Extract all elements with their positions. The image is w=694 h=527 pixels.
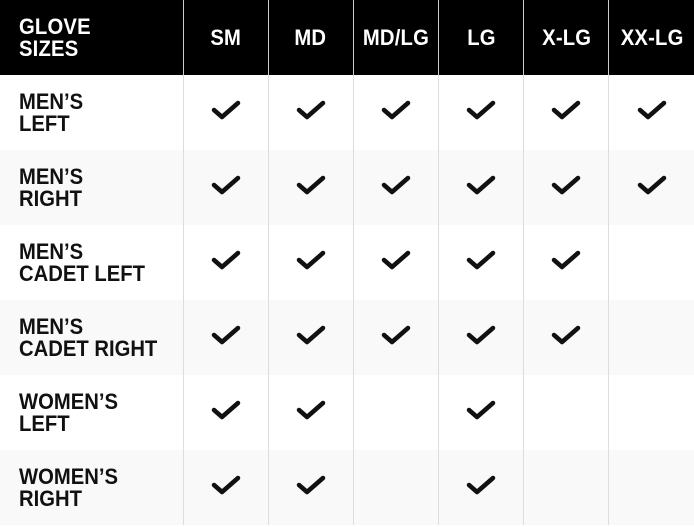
size-header-label: SM (210, 24, 241, 50)
header-title-text: GLOVE SIZES (19, 13, 91, 61)
checkmark-icon (381, 325, 411, 345)
size-header-xlg: X-LG (523, 0, 609, 75)
checkmark-icon (466, 325, 496, 345)
checkmark-icon (466, 175, 496, 195)
row-label: MEN’S CADET LEFT (0, 225, 183, 300)
size-cell (267, 450, 354, 525)
size-header-lg: LG (437, 0, 524, 75)
size-cell (352, 150, 439, 225)
size-header-label: LG (466, 24, 496, 50)
table-row: MEN’S CADET RIGHT (0, 300, 694, 375)
size-cell (523, 75, 609, 150)
checkmark-icon (381, 100, 411, 120)
checkmark-icon (211, 250, 240, 270)
size-cell (267, 150, 354, 225)
row-label: MEN’S RIGHT (0, 150, 183, 225)
row-label-text: WOMEN’S RIGHT (19, 463, 118, 511)
row-label-text: MEN’S LEFT (19, 88, 84, 136)
header-row: GLOVE SIZES SM MD MD/LG LG X-LG XX-LG (0, 0, 694, 75)
size-cell (267, 225, 354, 300)
size-cell (352, 300, 439, 375)
checkmark-icon (296, 400, 325, 420)
size-cell (608, 225, 694, 300)
size-header-sm: SM (182, 0, 269, 75)
row-label-text: MEN’S CADET LEFT (19, 238, 145, 286)
size-cell (352, 225, 439, 300)
size-cell (523, 225, 609, 300)
size-header-label: MD/LG (362, 24, 429, 50)
checkmark-icon (466, 400, 496, 420)
row-label: MEN’S CADET RIGHT (0, 300, 183, 375)
checkmark-icon (637, 100, 666, 120)
table-row: MEN’S CADET LEFT (0, 225, 694, 300)
size-cell (437, 150, 524, 225)
size-cell (523, 375, 609, 450)
size-cell (182, 150, 269, 225)
checkmark-icon (296, 100, 325, 120)
size-header-label: MD (294, 24, 327, 50)
size-cell (267, 375, 354, 450)
row-label-text: MEN’S RIGHT (19, 163, 84, 211)
checkmark-icon (211, 100, 240, 120)
table-row: WOMEN’S RIGHT (0, 450, 694, 525)
size-cell (608, 450, 694, 525)
size-cell (608, 300, 694, 375)
size-header-xxlg: XX-LG (608, 0, 694, 75)
checkmark-icon (211, 475, 240, 495)
row-label-text: MEN’S CADET RIGHT (19, 313, 158, 361)
size-header-md: MD (267, 0, 354, 75)
row-label: MEN’S LEFT (0, 75, 183, 150)
size-cell (182, 75, 269, 150)
size-cell (437, 300, 524, 375)
size-cell (182, 225, 269, 300)
size-cell (437, 75, 524, 150)
size-cell (608, 150, 694, 225)
size-cell (182, 375, 269, 450)
checkmark-icon (296, 325, 325, 345)
checkmark-icon (466, 475, 496, 495)
row-label: WOMEN’S LEFT (0, 375, 183, 450)
checkmark-icon (381, 175, 411, 195)
table-row: MEN’S RIGHT (0, 150, 694, 225)
checkmark-icon (466, 100, 496, 120)
row-label: WOMEN’S RIGHT (0, 450, 183, 525)
size-header-label: X-LG (541, 24, 591, 50)
table-row: WOMEN’S LEFT (0, 375, 694, 450)
checkmark-icon (296, 475, 325, 495)
size-cell (608, 375, 694, 450)
size-cell (523, 300, 609, 375)
size-cell (608, 75, 694, 150)
size-cell (437, 225, 524, 300)
row-label-text: WOMEN’S LEFT (19, 388, 118, 436)
checkmark-icon (551, 175, 581, 195)
checkmark-icon (211, 325, 240, 345)
checkmark-icon (551, 250, 581, 270)
size-header-mdlg: MD/LG (352, 0, 439, 75)
checkmark-icon (296, 175, 325, 195)
size-cell (523, 150, 609, 225)
size-cell (182, 450, 269, 525)
size-cell (267, 300, 354, 375)
size-cell (352, 375, 439, 450)
header-title: GLOVE SIZES (0, 0, 183, 75)
size-cell (182, 300, 269, 375)
size-cell (267, 75, 354, 150)
checkmark-icon (551, 100, 581, 120)
size-cell (437, 375, 524, 450)
size-header-label: XX-LG (620, 24, 684, 50)
table-row: MEN’S LEFT (0, 75, 694, 150)
size-cell (352, 450, 439, 525)
checkmark-icon (211, 400, 240, 420)
size-cell (437, 450, 524, 525)
checkmark-icon (381, 250, 411, 270)
checkmark-icon (551, 325, 581, 345)
checkmark-icon (637, 175, 666, 195)
size-cell (523, 450, 609, 525)
checkmark-icon (296, 250, 325, 270)
checkmark-icon (211, 175, 240, 195)
checkmark-icon (466, 250, 496, 270)
size-cell (352, 75, 439, 150)
